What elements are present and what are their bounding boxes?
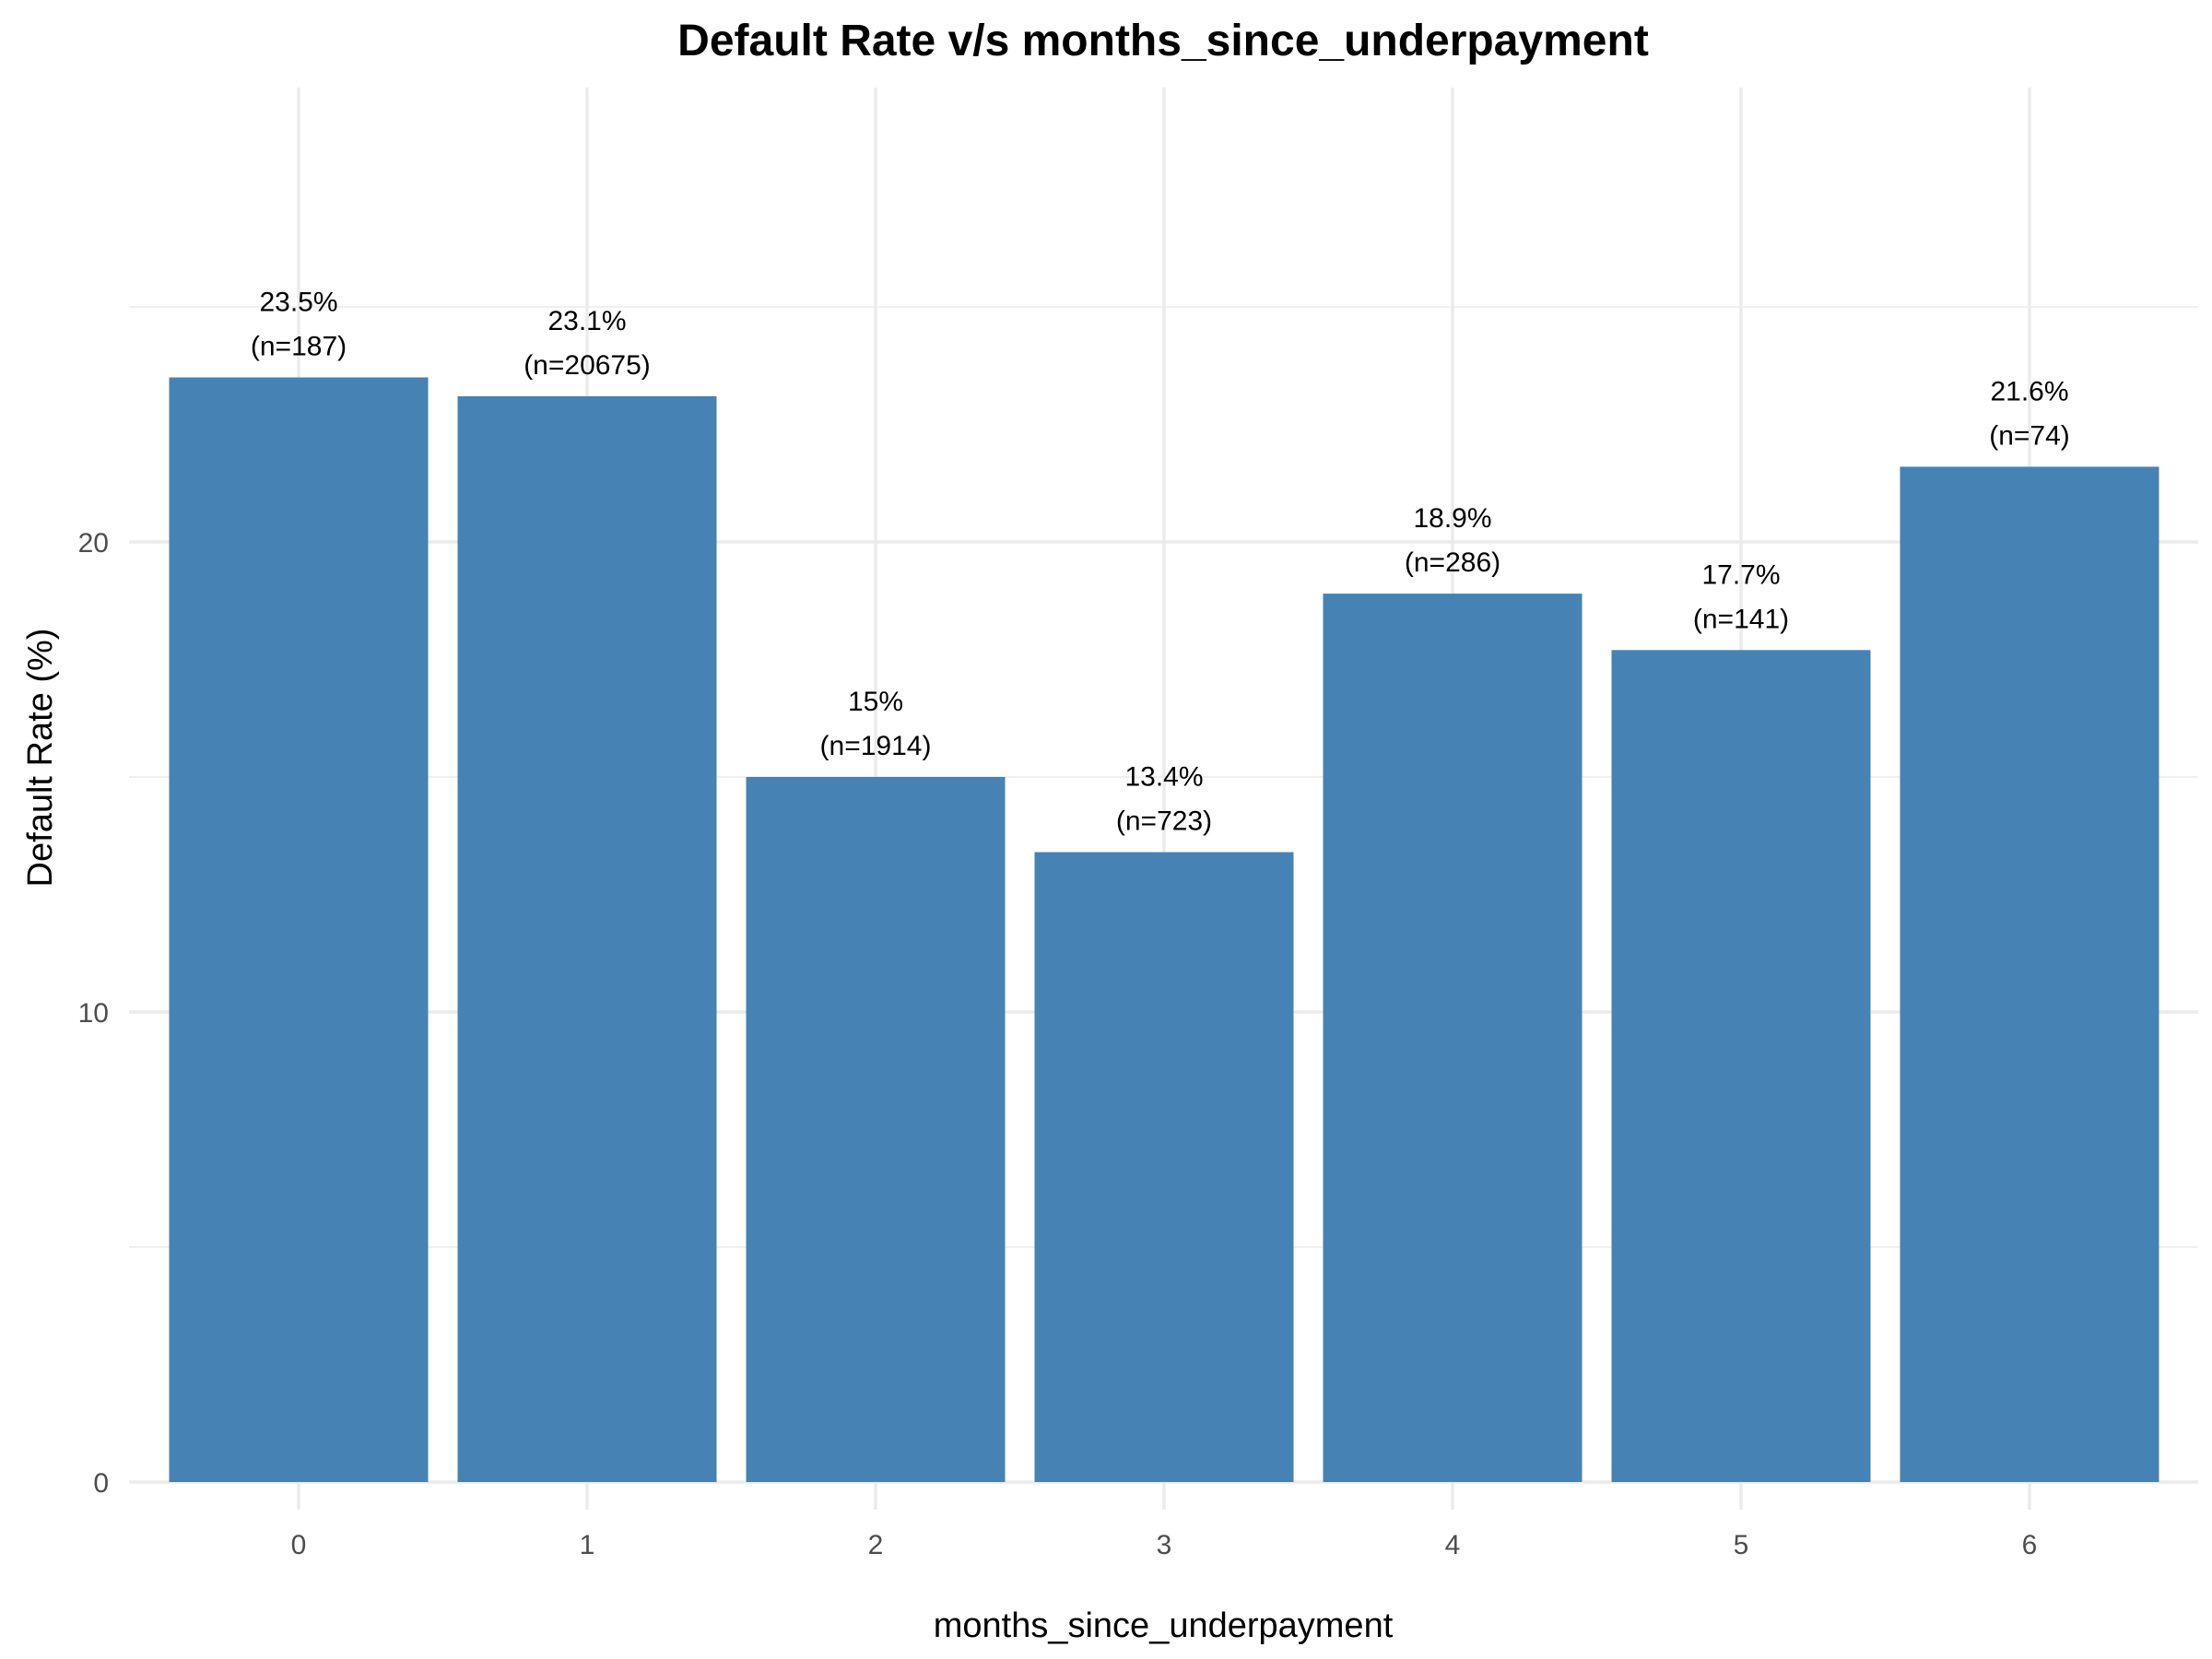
bar-count-label: (n=286) xyxy=(1405,547,1500,578)
y-tick-label: 20 xyxy=(78,528,109,559)
bar xyxy=(1611,650,1871,1482)
x-tick-label: 6 xyxy=(2022,1530,2038,1560)
bar-count-label: (n=141) xyxy=(1693,604,1789,634)
bar-count-label: (n=1914) xyxy=(820,731,932,761)
axis-ticks: 0 10 20 0 1 2 3 4 5 6 xyxy=(78,528,2038,1560)
x-tick-label: 5 xyxy=(1734,1530,1749,1560)
bar xyxy=(746,777,1006,1482)
bar xyxy=(457,395,717,1482)
bar xyxy=(1034,852,1294,1482)
y-tick-label: 10 xyxy=(78,998,109,1029)
x-tick-label: 1 xyxy=(580,1530,595,1560)
data-labels: 23.5% (n=187) 23.1% (n=20675) 15% (n=1914) 13.… xyxy=(251,288,2070,837)
y-axis-label: Default Rate (%) xyxy=(21,629,60,888)
bar-count-label: (n=723) xyxy=(1116,806,1212,837)
x-tick-label: 4 xyxy=(1445,1530,1461,1560)
x-tick-label: 3 xyxy=(1157,1530,1172,1560)
bar-value-label: 23.5% xyxy=(259,288,337,318)
bars xyxy=(169,377,2159,1482)
bar-value-label: 21.6% xyxy=(1990,376,2068,406)
bar-value-label: 13.4% xyxy=(1124,762,1203,793)
bar xyxy=(169,377,429,1482)
bar xyxy=(1900,466,2159,1482)
x-tick-label: 2 xyxy=(868,1530,884,1560)
bar-value-label: 23.1% xyxy=(547,306,626,336)
bar xyxy=(1323,594,1583,1482)
x-axis-label: months_since_underpayment xyxy=(934,1606,1394,1645)
bar-count-label: (n=20675) xyxy=(524,350,651,381)
bar-count-label: (n=74) xyxy=(1989,420,2070,451)
bar-value-label: 18.9% xyxy=(1413,503,1491,534)
x-tick-label: 0 xyxy=(291,1530,307,1560)
bar-value-label: 17.7% xyxy=(1701,559,1780,590)
y-tick-label: 0 xyxy=(93,1468,109,1499)
chart-title: Default Rate v/s months_since_underpayme… xyxy=(677,17,1649,65)
bar-value-label: 15% xyxy=(848,687,903,717)
bar-count-label: (n=187) xyxy=(251,332,347,362)
